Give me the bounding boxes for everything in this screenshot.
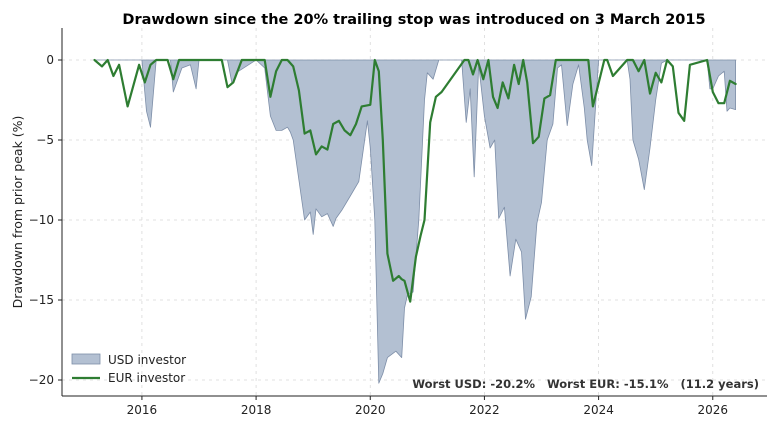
tick-labels: 2016 2018 2020 2022 2024 2026 0 −5 −10 −15 −20 bbox=[29, 53, 728, 417]
legend: USD investor EUR investor bbox=[71, 353, 186, 385]
legend-usd-label: USD investor bbox=[108, 353, 186, 367]
y-tick-label: −10 bbox=[29, 213, 54, 227]
plot-area bbox=[93, 58, 737, 384]
chart-title: Drawdown since the 20% trailing stop was… bbox=[122, 12, 705, 28]
x-tick-label: 2016 bbox=[127, 403, 158, 417]
legend-eur-label: EUR investor bbox=[108, 371, 185, 385]
eur-drawdown-line bbox=[93, 58, 737, 303]
y-tick-label: −15 bbox=[29, 293, 54, 307]
usd-drawdown-area bbox=[94, 59, 736, 384]
x-tick-label: 2024 bbox=[583, 403, 614, 417]
axes bbox=[61, 28, 767, 397]
x-tick-label: 2026 bbox=[697, 403, 728, 417]
x-tick-label: 2022 bbox=[469, 403, 500, 417]
y-axis-label: Drawdown from prior peak (%) bbox=[10, 116, 25, 309]
x-tick-label: 2018 bbox=[241, 403, 272, 417]
y-tick-label: 0 bbox=[46, 53, 54, 67]
worst-drawdown-annotation: Worst USD: -20.2% Worst EUR: -15.1% (11.… bbox=[412, 377, 759, 391]
y-tick-label: −5 bbox=[36, 133, 54, 147]
x-tick-label: 2020 bbox=[355, 403, 386, 417]
legend-usd-swatch bbox=[71, 353, 101, 365]
y-tick-label: −20 bbox=[29, 373, 54, 387]
